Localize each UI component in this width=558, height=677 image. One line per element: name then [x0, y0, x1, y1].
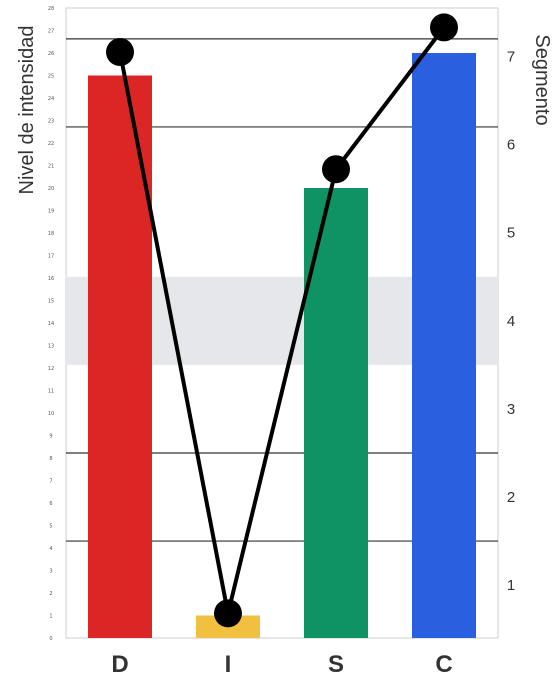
- left-tick-label: 1: [49, 614, 52, 620]
- left-tick-label: 7: [49, 479, 52, 485]
- left-tick-label: 20: [48, 186, 54, 192]
- left-tick-label: 19: [48, 209, 54, 215]
- left-tick-label: 21: [48, 164, 54, 170]
- right-tick-label: 1: [507, 577, 515, 594]
- left-tick-label: 25: [48, 74, 54, 80]
- left-tick-label: 3: [49, 569, 52, 575]
- left-tick-label: 22: [48, 141, 54, 147]
- line-layer: [118, 26, 446, 616]
- left-tick-label: 6: [49, 501, 52, 507]
- segment-line: [118, 26, 446, 616]
- left-tick-label: 13: [48, 344, 54, 350]
- right-tick-label: 6: [507, 137, 515, 154]
- right-tick-label: 5: [507, 225, 515, 242]
- right-axis: 1 2 3 4 5 6 7: [507, 48, 515, 594]
- left-tick-label: 5: [49, 524, 52, 530]
- category-label-s: S: [328, 651, 344, 677]
- left-tick-label: 12: [48, 366, 54, 372]
- segment-point-i: [214, 599, 242, 628]
- segment-point-d: [106, 38, 134, 67]
- left-tick-label: 9: [49, 434, 52, 440]
- left-tick-label: 28: [48, 6, 54, 12]
- left-tick-label: 23: [48, 119, 54, 125]
- left-tick-label: 26: [48, 51, 54, 57]
- left-tick-label: 10: [48, 411, 54, 417]
- left-tick-label: 11: [48, 389, 54, 395]
- category-label-i: I: [225, 651, 232, 677]
- category-label-d: D: [111, 651, 128, 677]
- segment-point-c: [430, 13, 458, 42]
- category-label-c: C: [435, 651, 452, 677]
- right-tick-label: 3: [507, 401, 515, 418]
- left-tick-label: 27: [48, 29, 54, 35]
- left-tick-label: 15: [48, 299, 54, 305]
- bar-layer: [88, 53, 476, 638]
- bar-c: [412, 53, 476, 638]
- left-tick-label: 17: [48, 254, 54, 260]
- left-tick-label: 24: [48, 96, 54, 102]
- left-tick-label: 8: [49, 456, 52, 462]
- left-tick-label: 2: [49, 591, 52, 597]
- plot-area: [65, 7, 499, 639]
- left-axis: 0123456789101112131415161718192021222324…: [48, 6, 54, 642]
- right-tick-label: 4: [507, 313, 515, 330]
- left-tick-label: 18: [48, 231, 54, 237]
- point-layer: [106, 13, 458, 628]
- left-tick-label: 4: [49, 546, 52, 552]
- right-tick-label: 2: [507, 489, 515, 506]
- y2-axis-title: Segmento: [531, 34, 553, 125]
- segment-point-s: [322, 155, 350, 184]
- left-tick-label: 14: [48, 321, 54, 327]
- right-tick-label: 7: [507, 48, 515, 65]
- left-tick-label: 0: [49, 636, 52, 642]
- left-tick-label: 16: [48, 276, 54, 282]
- y-axis-title: Nivel de intensidad: [16, 26, 38, 195]
